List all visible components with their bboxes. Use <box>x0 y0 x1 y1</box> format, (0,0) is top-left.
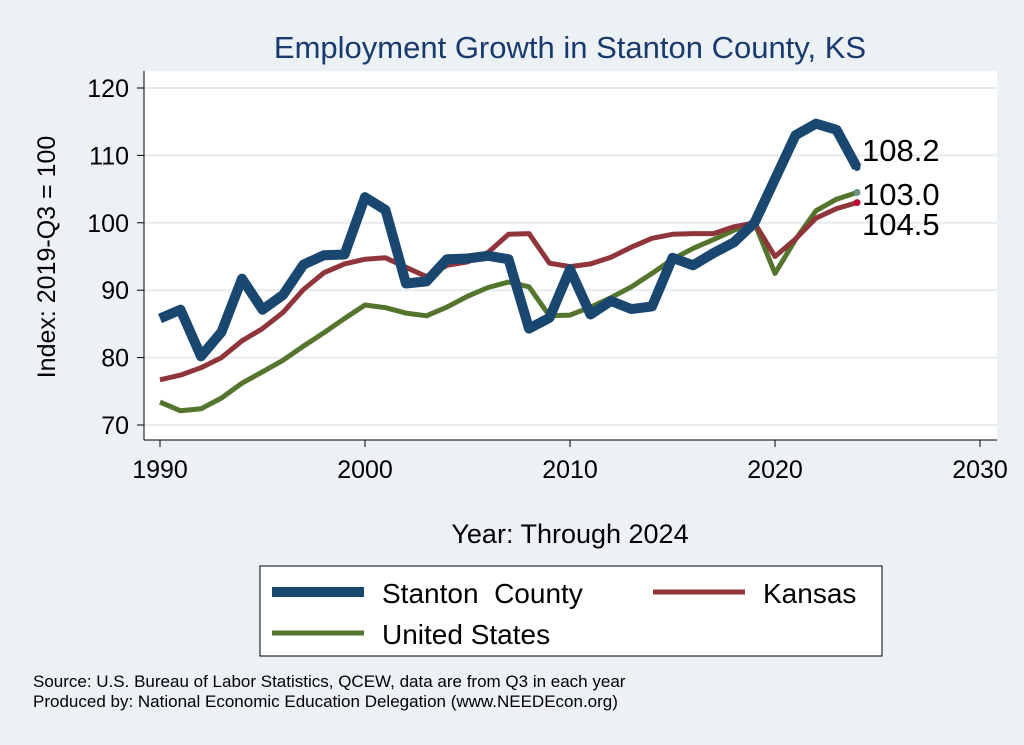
x-tick-label: 2020 <box>747 456 803 484</box>
chart-title: Employment Growth in Stanton County, KS <box>274 30 866 65</box>
series-line-kansas <box>159 200 858 383</box>
y-tick-label: 110 <box>89 142 129 170</box>
legend: Stanton County Kansas United States <box>259 565 883 657</box>
end-label-united-states: 104.5 <box>862 207 940 242</box>
x-tick-label: 1990 <box>132 456 188 484</box>
legend-label-united-states: United States <box>382 619 550 650</box>
end-label-kansas: 103.0 <box>862 177 940 212</box>
y-tick-label: 80 <box>101 345 129 373</box>
series-lines <box>158 118 862 414</box>
x-tick-label: 2000 <box>337 456 393 484</box>
plot-area <box>144 71 997 440</box>
x-tick-label: 2030 <box>952 456 1008 484</box>
y-tick-label: 120 <box>87 75 129 103</box>
y-axis-label: Index: 2019-Q3 = 100 <box>33 136 61 379</box>
legend-box <box>259 565 883 657</box>
legend-label-stanton: Stanton County <box>382 578 583 609</box>
produced-by-note: Produced by: National Economic Education… <box>33 692 618 711</box>
end-marker <box>853 199 861 207</box>
x-tick-label: 2010 <box>542 456 598 484</box>
x-ticks: 1990 2000 2010 2020 2030 <box>132 440 1008 484</box>
y-ticks: 70 80 90 100 110 120 <box>87 75 144 440</box>
end-marker <box>853 188 861 196</box>
end-label-stanton-county: 108.2 <box>862 133 940 168</box>
x-axis-label: Year: Through 2024 <box>451 519 688 549</box>
y-tick-label: 90 <box>101 277 129 305</box>
y-tick-label: 70 <box>101 412 129 440</box>
source-note: Source: U.S. Bureau of Labor Statistics,… <box>33 672 626 691</box>
series-line-stanton-county <box>158 118 862 362</box>
y-tick-label: 100 <box>87 210 129 238</box>
legend-label-kansas: Kansas <box>763 578 856 609</box>
end-marker <box>853 164 861 172</box>
